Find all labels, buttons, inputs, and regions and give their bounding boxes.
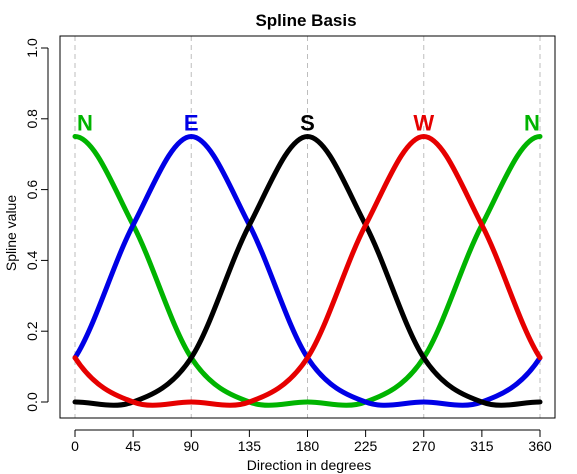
x-tick-label-360: 360 [528,438,552,454]
y-tick-label-3: 0.6 [24,180,40,200]
x-tick-label-135: 135 [238,438,262,454]
x-tick-label-0: 0 [71,438,79,454]
annotation-2: S [300,111,315,136]
y-axis-label: Spline value [3,195,19,271]
series-group [72,134,543,408]
annotation-3: W [413,111,434,136]
series-line-1 [72,134,543,408]
x-tick-label-180: 180 [296,438,320,454]
chart-title: Spline Basis [255,11,356,30]
x-axis-label: Direction in degrees [247,457,372,473]
annotation-1: E [184,111,199,136]
y-tick-label-4: 0.8 [24,109,40,129]
x-tick-label-45: 45 [125,438,141,454]
y-tick-label-5: 1.0 [24,38,40,58]
x-tick-label-225: 225 [354,438,378,454]
y-tick-label-1: 0.2 [24,321,40,341]
series-line-4 [72,134,543,408]
x-tick-label-315: 315 [470,438,494,454]
x-tick-label-270: 270 [412,438,436,454]
plot-frame [59,35,556,419]
annotation-0: N [77,111,93,136]
annotation-4: N [524,111,540,136]
series-line-2 [72,134,543,408]
x-tick-label-90: 90 [183,438,199,454]
axes: 0 45 90 135 180 225 270 315 360 0.0 0.2 0.4 0.6 0.8 1.… [24,35,556,454]
series-line-3 [72,134,543,408]
y-tick-label-0: 0.0 [24,392,40,412]
y-tick-label-2: 0.4 [24,250,40,270]
